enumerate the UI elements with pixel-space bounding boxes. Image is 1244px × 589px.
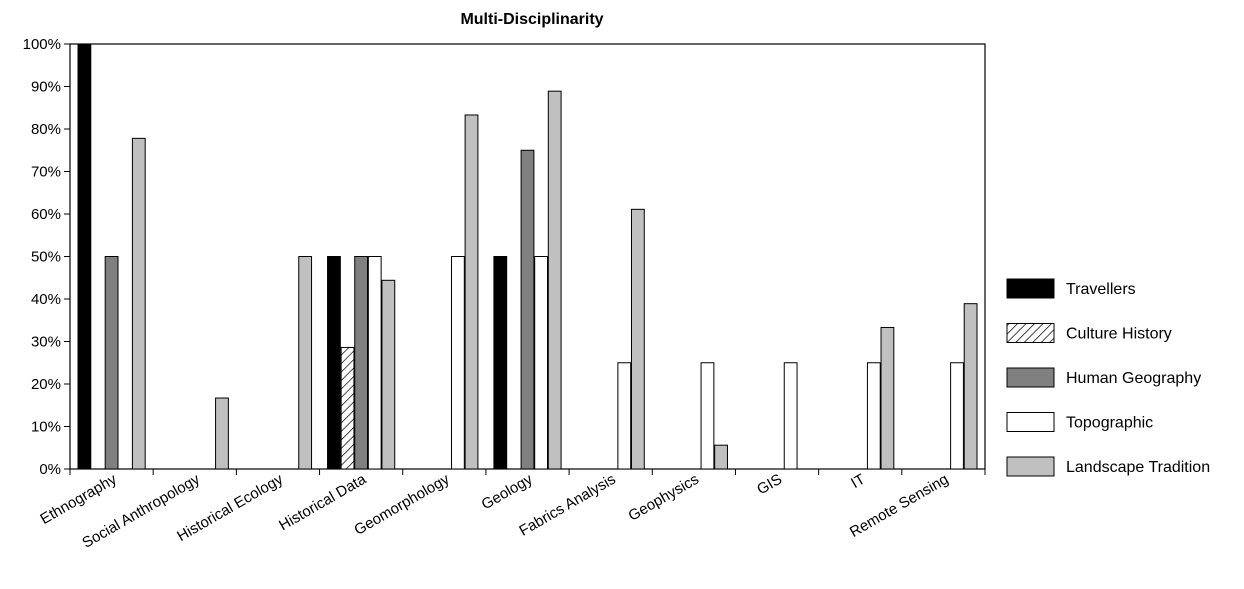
legend-label: Topographic (1066, 415, 1153, 432)
legend: Travellers Culture History Human Geography… (1006, 278, 1210, 477)
legend-swatch (1006, 456, 1055, 477)
y-tick-label: 100% (23, 36, 61, 53)
bar (880, 326, 895, 470)
bar (547, 90, 562, 470)
legend-label: Culture History (1066, 326, 1172, 343)
legend-label: Landscape Tradition (1066, 459, 1210, 476)
legend-swatch (1006, 412, 1055, 432)
bar (327, 256, 341, 470)
y-tick-label: 60% (31, 206, 61, 223)
bar (354, 256, 369, 470)
bar (617, 362, 632, 470)
bar (700, 362, 715, 470)
bar (714, 444, 728, 470)
x-category-label: Geophysics (625, 471, 701, 525)
y-tick-label: 70% (31, 164, 61, 181)
bar (215, 397, 229, 470)
bar (963, 303, 978, 470)
bar (950, 362, 964, 470)
x-category-label: IT (848, 471, 868, 492)
y-tick-label: 80% (31, 121, 61, 138)
y-tick-label: 30% (31, 334, 61, 351)
y-tick-label: 0% (39, 461, 61, 478)
y-tick-label: 40% (31, 291, 61, 308)
bar (131, 137, 146, 470)
bar (464, 114, 479, 470)
y-tick-label: 50% (31, 249, 61, 266)
legend-swatch (1006, 278, 1055, 299)
chart-title: Multi-Disciplinarity (460, 11, 603, 28)
legend-swatch (1006, 367, 1055, 388)
bar (340, 346, 355, 470)
y-tick-label: 90% (31, 79, 61, 96)
bar (866, 362, 881, 470)
y-tick-label: 10% (31, 419, 61, 436)
bar (493, 256, 508, 470)
legend-label: Human Geography (1066, 370, 1201, 387)
bar (451, 256, 465, 470)
bar (381, 279, 396, 470)
x-category-label: Ethnography (37, 470, 120, 528)
bar (104, 256, 119, 470)
y-tick-label: 20% (31, 376, 61, 393)
legend-swatch (1006, 323, 1055, 343)
bar (367, 256, 382, 470)
bar (630, 208, 645, 470)
bar (298, 256, 313, 470)
bar (77, 43, 92, 470)
bar (534, 256, 549, 470)
x-category-label: Geomorphology (351, 470, 452, 538)
plot-area: 0% 10% 20% 30% 40% 50% 60% 70% 80% 90% 100% Ethnogr… (23, 36, 986, 552)
legend-label: Travellers (1066, 281, 1136, 298)
x-category-label: GIS (754, 471, 785, 499)
bar (783, 362, 798, 470)
x-category-label: Geology (479, 470, 536, 513)
bar (520, 149, 535, 470)
